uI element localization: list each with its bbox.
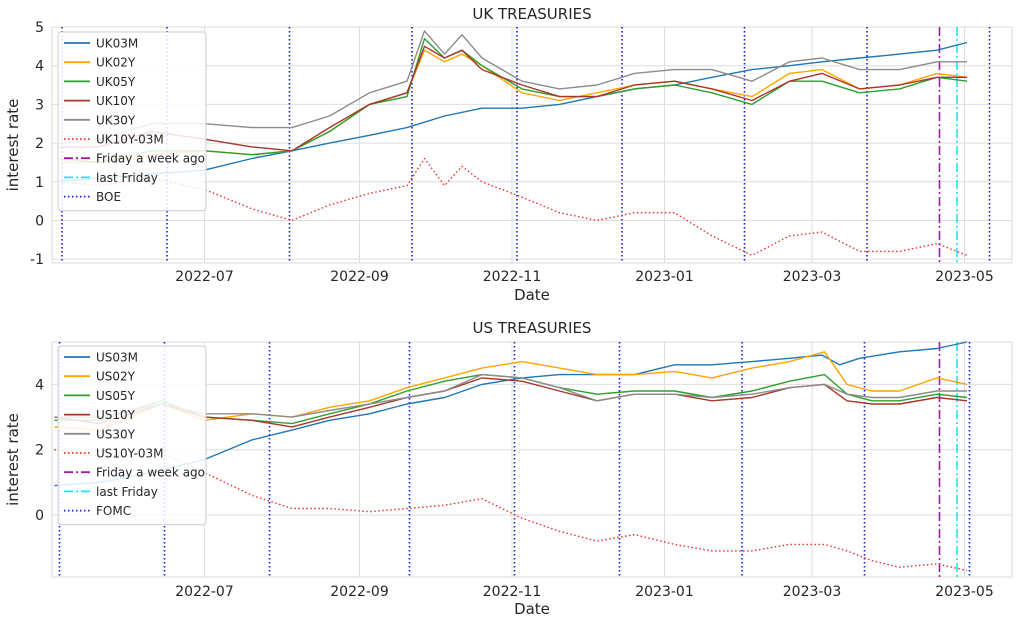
uk-legend-label-friday-a-week-ago: Friday a week ago xyxy=(96,152,205,166)
uk-series-uk03m xyxy=(59,41,968,183)
uk-legend-label-last-friday: last Friday xyxy=(96,171,158,185)
uk-x-tick-label: 2022-09 xyxy=(330,269,389,285)
us-legend-label-last-friday: last Friday xyxy=(96,485,158,499)
uk-legend-label-uk30y: UK30Y xyxy=(96,113,136,127)
us-series-us03m xyxy=(54,341,968,487)
uk-legend-label-uk03m: UK03M xyxy=(96,37,138,51)
uk-plot-area xyxy=(51,26,1013,264)
us-x-tick-label: 2023-05 xyxy=(935,584,994,600)
uk-y-tick-label: 0 xyxy=(35,213,44,229)
us-legend-label-friday-a-week-ago: Friday a week ago xyxy=(96,466,205,480)
us-series-us10y xyxy=(54,377,968,428)
us-x-axis-label: Date xyxy=(514,600,550,618)
us-x-tick-label: 2022-09 xyxy=(330,584,389,600)
us-treasuries-panel: 0 2 4 2022-07 2022-09 2022-11 2023-01 2023-03 20… xyxy=(4,319,1013,618)
us-chart-title: US TREASURIES xyxy=(473,319,592,337)
us-legend: US03M US02Y US05Y US10Y US30Y US10Y-03M Friday… xyxy=(57,345,207,526)
uk-treasuries-panel: -1 0 1 2 3 4 5 2022-07 2022-09 2022-11 2023-01 2023… xyxy=(4,5,1013,304)
us-y-tick-label: 4 xyxy=(35,377,44,393)
uk-legend-label-uk05y: UK05Y xyxy=(96,75,136,89)
uk-y-tick-label: -1 xyxy=(30,252,44,268)
us-legend-label-us10y: US10Y xyxy=(96,408,136,422)
us-x-tick-label: 2022-07 xyxy=(175,584,234,600)
uk-series-uk30y xyxy=(59,30,967,144)
us-y-tick-label: 2 xyxy=(35,443,44,459)
uk-legend: UK03M UK02Y UK05Y UK10Y UK30Y UK10Y-03M Friday… xyxy=(57,31,207,212)
uk-x-tick-label: 2022-11 xyxy=(483,269,542,285)
uk-x-axis-label: Date xyxy=(514,286,550,304)
us-x-tick-label: 2023-01 xyxy=(635,584,694,600)
uk-y-tick-label: 1 xyxy=(35,175,44,191)
us-legend-label-us03m: US03M xyxy=(96,351,138,365)
uk-x-tick-label: 2022-07 xyxy=(175,269,234,285)
uk-y-axis-label: interest rate xyxy=(4,99,22,192)
uk-legend-label-uk10y-03m: UK10Y-03M xyxy=(96,133,164,147)
uk-legend-label-uk02y: UK02Y xyxy=(96,56,136,70)
us-y-tick-label: 0 xyxy=(35,508,44,524)
uk-y-tick-label: 3 xyxy=(35,97,44,113)
us-x-tick-label: 2022-11 xyxy=(483,584,542,600)
uk-y-tick-label: 5 xyxy=(35,20,44,36)
uk-series-uk10y-03m xyxy=(59,157,968,256)
us-x-tick-label: 2023-03 xyxy=(783,584,842,600)
uk-legend-label-uk10y: UK10Y xyxy=(96,94,136,108)
us-legend-label-fomc: FOMC xyxy=(96,504,131,518)
uk-x-tick-label: 2023-05 xyxy=(935,269,994,285)
uk-x-tick-label: 2023-03 xyxy=(783,269,842,285)
uk-y-tick-label: 4 xyxy=(35,59,44,75)
us-legend-label-us02y: US02Y xyxy=(96,370,136,384)
uk-x-tick-label: 2023-01 xyxy=(635,269,694,285)
us-legend-label-us30y: US30Y xyxy=(96,427,136,441)
us-legend-label-us10y-03m: US10Y-03M xyxy=(96,447,164,461)
uk-series-uk10y xyxy=(59,45,967,152)
uk-legend-box xyxy=(57,31,207,212)
us-series-us30y xyxy=(54,373,967,418)
us-legend-box xyxy=(57,345,207,526)
us-legend-label-us05y: US05Y xyxy=(96,389,136,403)
uk-legend-label-boe: BOE xyxy=(96,190,121,204)
us-y-axis-label: interest rate xyxy=(4,413,22,506)
uk-y-tick-label: 2 xyxy=(35,136,44,152)
us-series-us10y-03m xyxy=(54,449,968,572)
uk-chart-title: UK TREASURIES xyxy=(472,5,591,23)
